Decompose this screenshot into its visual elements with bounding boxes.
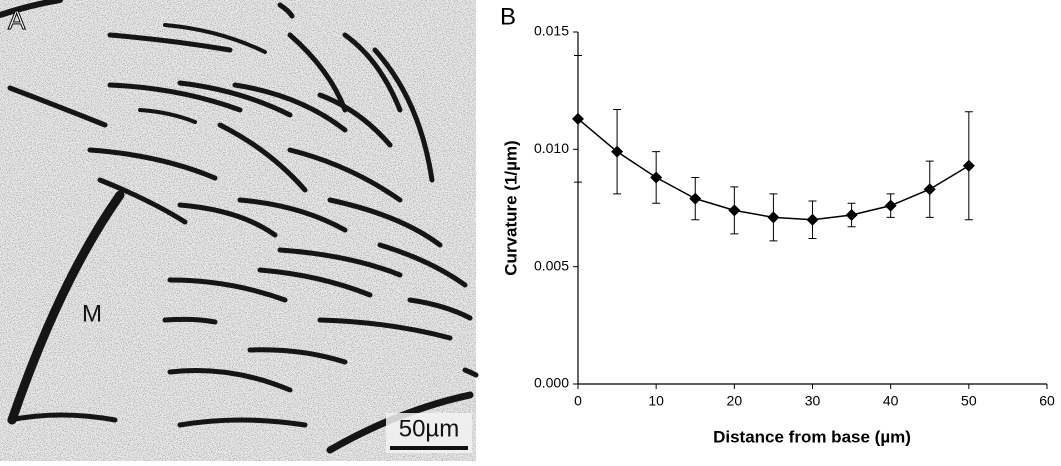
hair [247, 347, 348, 365]
hair [232, 82, 348, 133]
marker [650, 171, 663, 184]
hair [287, 147, 403, 203]
hair [342, 32, 403, 113]
hair [407, 297, 473, 321]
hair [167, 277, 288, 303]
hair [277, 2, 295, 19]
hair [217, 122, 308, 193]
hair [167, 368, 293, 393]
hair [317, 317, 453, 341]
hair [7, 85, 108, 128]
marker [572, 112, 584, 125]
x-tick-label: 40 [883, 393, 899, 409]
hair [287, 32, 348, 113]
micrograph: A M 50µm [0, 0, 479, 461]
y-tick-label: 0.005 [534, 257, 569, 273]
hair [462, 367, 479, 378]
hair [377, 242, 468, 288]
marker [728, 204, 741, 217]
panel-label: A [8, 5, 26, 35]
hair [257, 267, 373, 298]
x-tick-label: 20 [727, 393, 743, 409]
hair [87, 147, 218, 181]
hair [7, 412, 118, 423]
marker [884, 199, 897, 212]
x-axis-title: Distance from base (µm) [713, 427, 911, 446]
x-tick-label: 50 [961, 393, 977, 409]
hair [163, 23, 267, 54]
chart: B Curvature (1/µm) Distance from base (µ… [500, 3, 1055, 446]
hairs [0, 0, 479, 454]
hair [138, 108, 197, 124]
micrograph-noise [0, 0, 476, 461]
hair [177, 417, 308, 428]
y-tick-label: 0.015 [534, 23, 569, 39]
marker [611, 145, 624, 158]
hair [372, 47, 435, 183]
marker [923, 183, 936, 196]
x-tick-label: 0 [574, 393, 582, 409]
hair [327, 197, 443, 248]
marker [689, 192, 702, 205]
y-axis-title: Curvature (1/µm) [501, 140, 520, 275]
marker [767, 211, 780, 224]
hair [162, 316, 218, 325]
hair [317, 92, 393, 148]
hair [97, 177, 188, 225]
marker [806, 213, 819, 226]
scale-bar-label: 50µm [399, 415, 460, 442]
marker [845, 209, 858, 222]
hair-m [7, 190, 125, 425]
hair [0, 0, 63, 18]
hair [107, 32, 233, 53]
marker [962, 159, 975, 172]
annotation: M [82, 300, 102, 327]
x-tick-label: 10 [648, 393, 664, 409]
hair [177, 202, 278, 238]
y-tick-label: 0.010 [534, 140, 569, 156]
x-tick-label: 30 [805, 393, 821, 409]
hair [177, 80, 293, 118]
hair [107, 82, 243, 113]
x-tick-label: 60 [1039, 393, 1055, 409]
hair [277, 247, 403, 278]
hair [237, 197, 348, 233]
panel-label: B [500, 3, 516, 30]
y-tick-label: 0.000 [534, 375, 569, 391]
